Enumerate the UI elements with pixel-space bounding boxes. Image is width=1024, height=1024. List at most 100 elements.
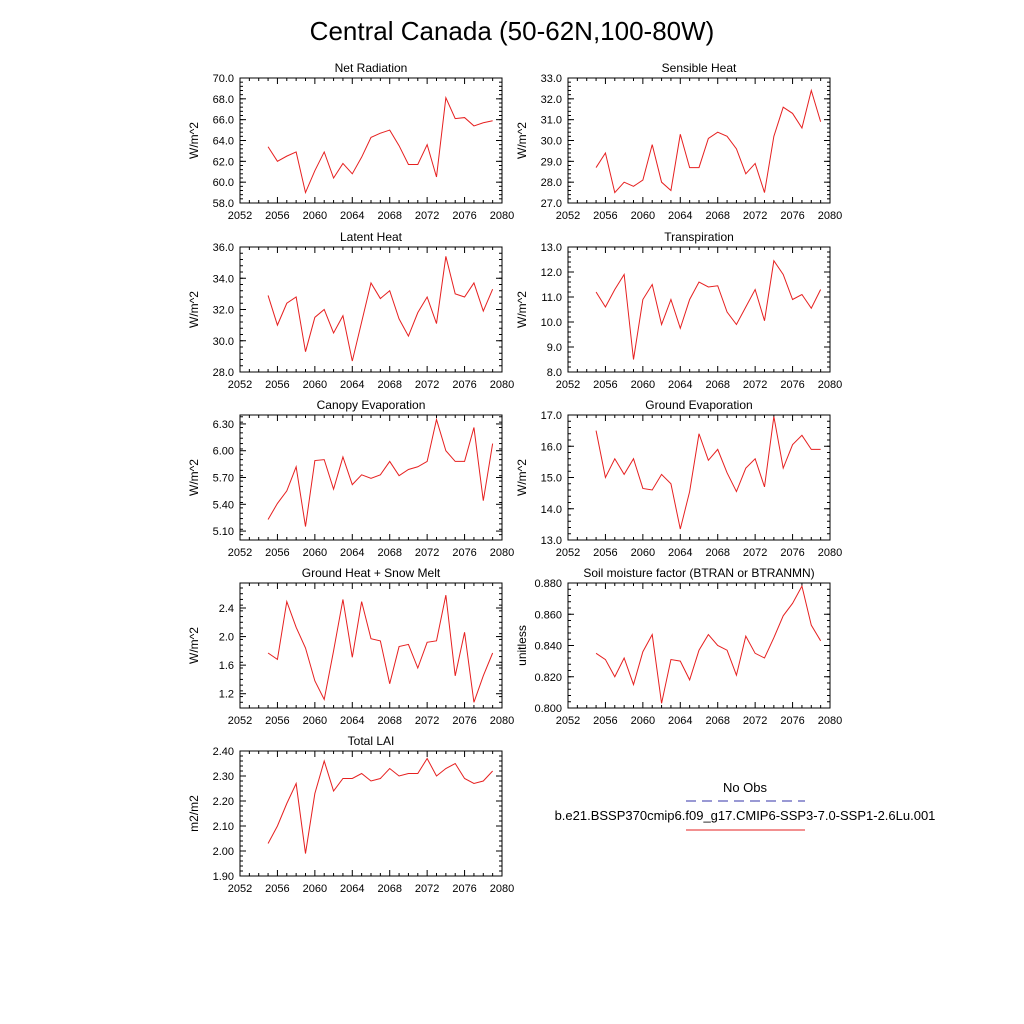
x-tick-label: 2068 <box>377 379 401 391</box>
plot-frame <box>239 246 503 373</box>
legend-model-label: b.e21.BSSP370cmip6.f09_g17.CMIP6-SSP3-7.… <box>555 808 936 823</box>
figure-title: Central Canada (50-62N,100-80W) <box>310 16 715 46</box>
y-tick-label: 10.0 <box>541 317 562 329</box>
panel-5: Canopy Evaporation W/m^2 2052 2056 2060 2064 2… <box>187 398 514 559</box>
x-tick-label: 2076 <box>780 547 804 559</box>
x-tick-label: 2064 <box>340 715 364 727</box>
panel-6: Ground Evaporation W/m^2 2052 2056 2060 2064 2… <box>515 398 842 559</box>
x-tick-label: 2072 <box>743 379 767 391</box>
x-tick-label: 2060 <box>631 715 655 727</box>
x-tick-label: 2060 <box>631 210 655 222</box>
y-tick-label: 28.0 <box>541 177 562 189</box>
plot-frame <box>239 77 503 204</box>
x-tick-label: 2064 <box>668 210 692 222</box>
x-tick-label: 2068 <box>377 883 401 895</box>
y-tick-label: 58.0 <box>213 198 234 210</box>
y-axis-label: m2/m2 <box>187 795 201 832</box>
x-tick-label: 2056 <box>265 715 289 727</box>
y-tick-label: 2.4 <box>219 603 234 615</box>
x-tick-label: 2068 <box>705 210 729 222</box>
y-tick-label: 36.0 <box>213 242 234 254</box>
panel-title: Transpiration <box>664 230 734 244</box>
x-tick-label: 2056 <box>593 210 617 222</box>
plot-frame <box>567 77 831 204</box>
x-tick-label: 2052 <box>556 715 580 727</box>
legend: No Obs b.e21.BSSP370cmip6.f09_g17.CMIP6-… <box>555 780 936 831</box>
y-tick-label: 5.10 <box>213 526 234 538</box>
x-tick-label: 2068 <box>705 379 729 391</box>
x-tick-label: 2076 <box>780 715 804 727</box>
series-line <box>267 256 494 362</box>
y-tick-label: 5.70 <box>213 473 234 485</box>
y-tick-label: 6.00 <box>213 446 234 458</box>
y-axis-label: W/m^2 <box>515 291 529 328</box>
panel-7: Ground Heat + Snow Melt W/m^2 2052 2056 2060… <box>187 566 514 727</box>
panel-3: Latent Heat W/m^2 2052 2056 2060 2064 2068 2072… <box>187 230 514 391</box>
y-tick-label: 29.0 <box>541 156 562 168</box>
x-tick-label: 2064 <box>668 379 692 391</box>
x-tick-label: 2064 <box>340 210 364 222</box>
y-axis-label: unitless <box>515 625 529 666</box>
x-tick-label: 2052 <box>556 547 580 559</box>
x-tick-label: 2068 <box>377 547 401 559</box>
x-tick-label: 2076 <box>452 883 476 895</box>
x-tick-label: 2072 <box>415 210 439 222</box>
plot-frame <box>567 246 831 373</box>
x-tick-label: 2068 <box>705 715 729 727</box>
y-tick-label: 0.820 <box>534 672 562 684</box>
y-tick-label: 1.2 <box>219 689 234 701</box>
x-tick-label: 2052 <box>556 379 580 391</box>
y-tick-label: 2.00 <box>213 846 234 858</box>
x-tick-label: 2060 <box>303 547 327 559</box>
x-tick-label: 2080 <box>490 715 514 727</box>
y-tick-label: 34.0 <box>213 273 234 285</box>
y-tick-label: 2.40 <box>213 746 234 758</box>
y-tick-label: 11.0 <box>541 292 562 304</box>
series-line <box>267 757 494 854</box>
y-tick-label: 1.6 <box>219 660 234 672</box>
series-line <box>267 95 493 195</box>
y-tick-label: 17.0 <box>541 410 562 422</box>
y-tick-label: 16.0 <box>541 441 562 453</box>
y-tick-label: 9.0 <box>547 342 562 354</box>
panel-title: Latent Heat <box>340 230 403 244</box>
y-tick-label: 32.0 <box>213 305 234 317</box>
x-tick-label: 2060 <box>303 883 327 895</box>
x-tick-label: 2080 <box>818 210 842 222</box>
panels: Net Radiation W/m^2 2052 2056 2060 2064 2068 20… <box>187 61 842 895</box>
x-tick-label: 2052 <box>228 547 252 559</box>
x-tick-label: 2056 <box>265 210 289 222</box>
panel-title: Sensible Heat <box>662 61 737 75</box>
y-tick-label: 2.20 <box>213 796 234 808</box>
series-line <box>267 595 494 703</box>
x-tick-label: 2060 <box>303 210 327 222</box>
y-tick-label: 5.40 <box>213 499 234 511</box>
y-tick-label: 0.860 <box>534 609 562 621</box>
y-tick-label: 13.0 <box>541 535 562 547</box>
panel-title: Net Radiation <box>335 61 408 75</box>
x-tick-label: 2052 <box>228 883 252 895</box>
x-tick-label: 2072 <box>415 715 439 727</box>
x-tick-label: 2080 <box>490 379 514 391</box>
x-tick-label: 2060 <box>303 379 327 391</box>
y-axis-label: W/m^2 <box>187 459 201 496</box>
x-tick-label: 2064 <box>340 547 364 559</box>
x-tick-label: 2052 <box>228 715 252 727</box>
y-tick-label: 8.0 <box>547 367 562 379</box>
x-tick-label: 2056 <box>265 883 289 895</box>
x-tick-label: 2076 <box>452 379 476 391</box>
y-tick-label: 12.0 <box>541 267 562 279</box>
panel-title: Ground Evaporation <box>645 398 752 412</box>
y-tick-label: 66.0 <box>213 115 234 127</box>
x-tick-label: 2076 <box>452 715 476 727</box>
y-tick-label: 33.0 <box>541 73 562 85</box>
y-axis-label: W/m^2 <box>187 291 201 328</box>
x-tick-label: 2056 <box>593 379 617 391</box>
y-tick-label: 0.880 <box>534 578 562 590</box>
y-tick-label: 0.840 <box>534 641 562 653</box>
x-tick-label: 2072 <box>743 715 767 727</box>
y-tick-label: 30.0 <box>213 336 234 348</box>
y-axis-label: W/m^2 <box>187 627 201 664</box>
y-tick-label: 2.30 <box>213 771 234 783</box>
